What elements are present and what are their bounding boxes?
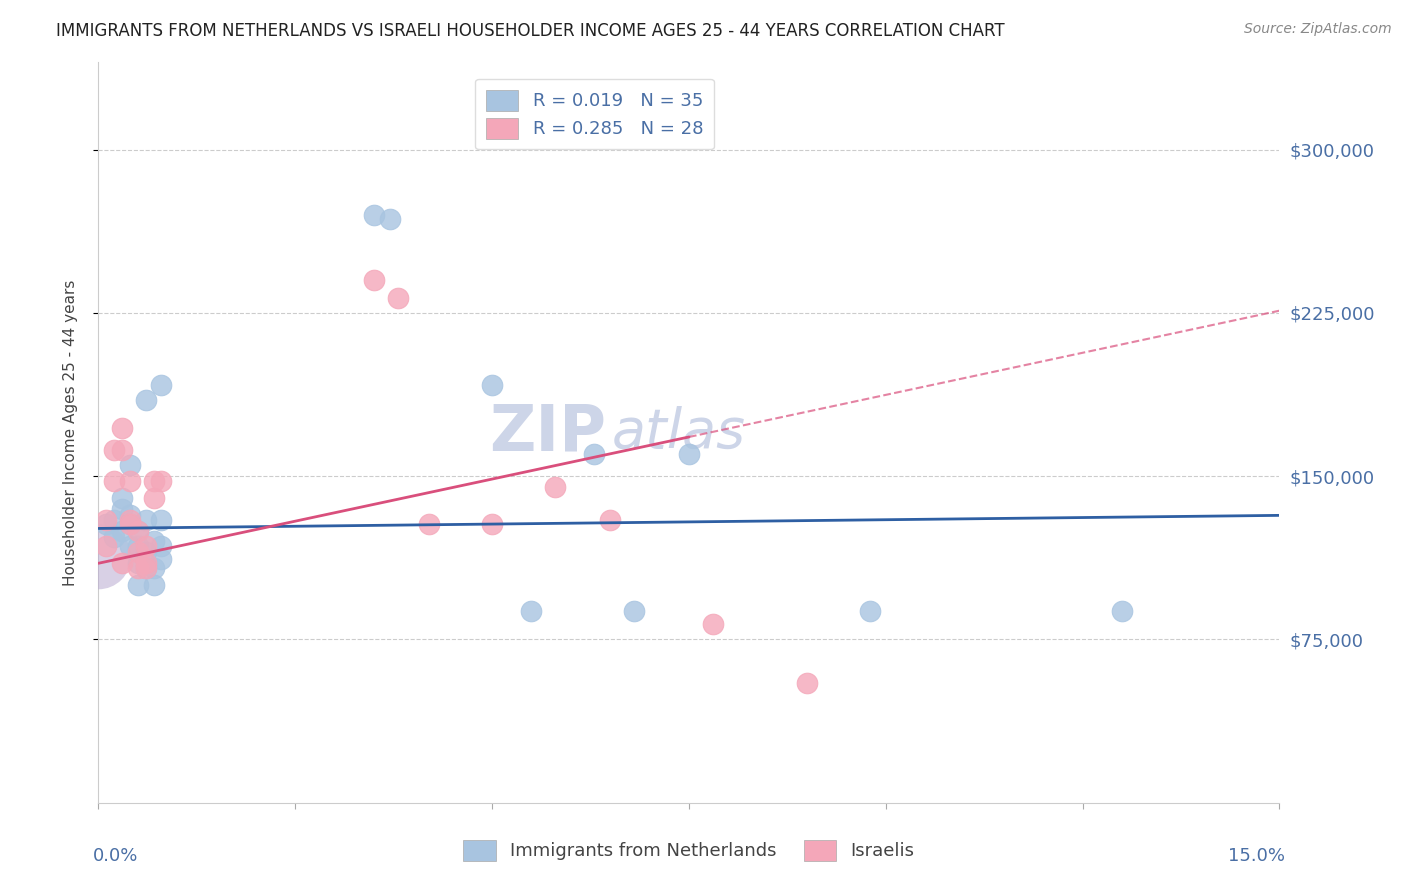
Point	[127, 556, 149, 570]
Point	[599, 513, 621, 527]
Point	[142, 534, 165, 549]
Point	[583, 447, 606, 461]
Point	[678, 447, 700, 461]
Point	[118, 513, 141, 527]
Point	[135, 513, 157, 527]
Point	[118, 474, 141, 488]
Text: 15.0%: 15.0%	[1229, 847, 1285, 865]
Point	[127, 539, 149, 553]
Point	[127, 560, 149, 574]
Point	[103, 443, 125, 458]
Point	[544, 480, 567, 494]
Point	[96, 513, 118, 527]
Point	[142, 491, 165, 505]
Point	[796, 676, 818, 690]
Point	[481, 517, 503, 532]
Point	[103, 513, 125, 527]
Point	[127, 545, 149, 559]
Point	[150, 474, 173, 488]
Point	[142, 474, 165, 488]
Point	[87, 549, 110, 564]
Point	[103, 474, 125, 488]
Point	[150, 552, 173, 566]
Y-axis label: Householder Income Ages 25 - 44 years: Householder Income Ages 25 - 44 years	[63, 279, 77, 586]
Point	[363, 273, 385, 287]
Point	[135, 560, 157, 574]
Text: 0.0%: 0.0%	[93, 847, 138, 865]
Point	[387, 291, 409, 305]
Point	[481, 377, 503, 392]
Text: IMMIGRANTS FROM NETHERLANDS VS ISRAELI HOUSEHOLDER INCOME AGES 25 - 44 YEARS COR: IMMIGRANTS FROM NETHERLANDS VS ISRAELI H…	[56, 22, 1005, 40]
Text: Source: ZipAtlas.com: Source: ZipAtlas.com	[1244, 22, 1392, 37]
Point	[111, 556, 134, 570]
Point	[111, 491, 134, 505]
Point	[142, 578, 165, 592]
Point	[859, 604, 882, 618]
Point	[150, 513, 173, 527]
Point	[103, 530, 125, 544]
Point	[135, 392, 157, 407]
Point	[702, 617, 724, 632]
Point	[418, 517, 440, 532]
Point	[118, 517, 141, 532]
Point	[111, 501, 134, 516]
Point	[378, 212, 401, 227]
Point	[363, 208, 385, 222]
Point	[623, 604, 645, 618]
Point	[142, 560, 165, 574]
Point	[111, 524, 134, 538]
Point	[96, 517, 118, 532]
Point	[127, 578, 149, 592]
Point	[111, 421, 134, 435]
Point	[127, 524, 149, 538]
Point	[118, 517, 141, 532]
Point	[1111, 604, 1133, 618]
Point	[520, 604, 543, 618]
Point	[127, 524, 149, 538]
Point	[135, 545, 157, 559]
Text: ZIP: ZIP	[489, 401, 606, 464]
Point	[135, 539, 157, 553]
Point	[96, 539, 118, 553]
Point	[118, 458, 141, 473]
Text: atlas: atlas	[612, 406, 747, 459]
Point	[118, 508, 141, 523]
Point	[150, 539, 173, 553]
Point	[111, 443, 134, 458]
Legend: Immigrants from Netherlands, Israelis: Immigrants from Netherlands, Israelis	[456, 832, 922, 868]
Point	[150, 377, 173, 392]
Point	[135, 556, 157, 570]
Point	[118, 539, 141, 553]
Point	[135, 560, 157, 574]
